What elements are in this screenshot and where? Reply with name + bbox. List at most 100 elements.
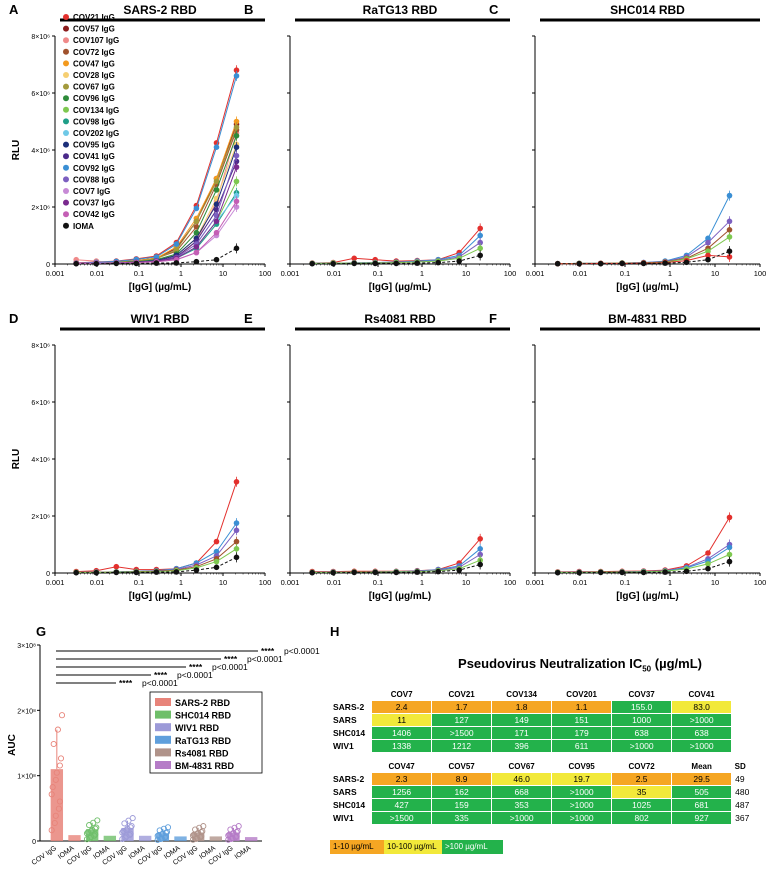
row-label: SARS <box>333 787 357 797</box>
significance-stars: **** <box>119 678 133 688</box>
row-label: WIV1 <box>333 741 354 751</box>
x-tick-label: 0.01 <box>90 269 105 278</box>
x-tick-label: 0.001 <box>281 578 300 587</box>
legend-label: COV134 IgG <box>73 106 119 115</box>
row-label: SHC014 <box>333 728 366 738</box>
x-tick-label: 0.1 <box>373 269 383 278</box>
ic50-cell: 1025 <box>611 798 673 812</box>
legend-label: RaTG13 RBD <box>175 736 232 746</box>
y-axis-label: AUC <box>7 734 18 756</box>
data-point <box>229 830 236 837</box>
x-tick-label: 1 <box>179 269 183 278</box>
data-point <box>73 260 79 267</box>
data-point <box>173 569 180 575</box>
ic50-cell: 638 <box>611 726 673 740</box>
data-point <box>193 218 200 225</box>
y-axis-label: RLU <box>11 449 22 470</box>
data-point <box>119 829 126 836</box>
data-point <box>94 817 101 824</box>
x-tick-label: 0.01 <box>90 578 105 587</box>
legend-label: COV37 IgG <box>73 199 115 208</box>
ic50-cell: 427 <box>371 798 433 812</box>
panel-title: RaTG13 RBD <box>363 3 438 17</box>
data-point <box>213 564 220 571</box>
ic50-cell: 159 <box>431 798 493 812</box>
data-point <box>597 569 604 576</box>
data-point <box>213 187 220 193</box>
corner-cell <box>330 760 372 773</box>
ic50-cell: 927 <box>671 811 733 825</box>
legend-label: COV96 IgG <box>73 94 115 103</box>
legend-marker-cov37-igg <box>63 199 69 206</box>
data-point <box>93 260 100 267</box>
data-point <box>173 241 180 247</box>
panel-F: F BM-4831 RBD 0.001 0.01 0.1 1 10 100 [IgG] (µg/… <box>489 311 766 602</box>
panel-D: D WIV1 RBD 0 2×10⁶ 4×10⁶ 6×10⁶ 8×10⁶ 0.001 0.01 0… <box>9 311 271 602</box>
legend-marker-cov107-igg <box>63 37 69 44</box>
data-point <box>129 815 136 822</box>
y-tick-label: 8×10⁶ <box>31 343 50 350</box>
data-point <box>200 823 207 830</box>
bar-wiv1-rbd-ioma <box>138 835 152 841</box>
y-tick-label: 0 <box>46 262 50 269</box>
data-point <box>330 569 337 576</box>
significance-stars: **** <box>189 662 203 672</box>
column-header: COV47 <box>388 761 415 771</box>
x-tick-label: 1 <box>668 578 672 587</box>
y-tick-label: 0 <box>46 571 50 578</box>
x-tick-label: 0.1 <box>620 269 630 278</box>
column-header: COV41 <box>688 689 715 699</box>
legend-label: COV7 IgG <box>73 187 110 196</box>
x-tick-label: 1 <box>179 578 183 587</box>
legend-swatch-sars-2-rbd <box>155 698 171 706</box>
data-point <box>158 831 165 838</box>
significance-p: p<0.0001 <box>177 670 213 680</box>
significance-stars: **** <box>224 654 238 664</box>
data-point <box>57 755 65 762</box>
legend-label: COV98 IgG <box>73 117 115 126</box>
column-header: SD <box>734 761 746 771</box>
legend-marker-cov134-igg <box>63 106 69 113</box>
x-tick-label: 10 <box>711 269 719 278</box>
ic50-cell: 505 <box>671 785 733 799</box>
series-line-cov72-igg <box>557 229 730 265</box>
ic50-cell: 1.1 <box>551 700 613 714</box>
row-label: SARS <box>333 715 357 725</box>
data-point <box>50 740 57 748</box>
data-point <box>619 569 625 576</box>
data-point <box>54 726 61 733</box>
bar-shc014-rbd-ioma <box>103 835 117 841</box>
x-axis-label: [IgG] (µg/mL) <box>616 282 678 293</box>
y-tick-label: 0 <box>32 839 36 846</box>
data-point <box>193 244 200 250</box>
y-tick-label: 6×10⁶ <box>31 91 50 98</box>
data-point <box>235 823 242 830</box>
legend-label: COV21 IgG <box>73 13 115 22</box>
neutralization-table-2: COV47 COV57 COV67 COV95 COV72 Mean SD SARS-2 2.3… <box>330 760 758 825</box>
ic50-cell: 1256 <box>371 785 433 799</box>
data-point <box>113 563 120 570</box>
data-point <box>193 224 200 230</box>
x-tick-label: 100 <box>754 269 767 278</box>
legend-marker-cov7-igg <box>63 188 69 194</box>
data-point <box>309 260 316 267</box>
panel-title: Rs4081 RBD <box>364 312 436 326</box>
data-point <box>435 259 442 266</box>
data-point <box>414 260 421 266</box>
data-point <box>73 569 79 576</box>
data-point <box>122 834 129 841</box>
legend-label: COV72 IgG <box>73 48 115 57</box>
ic50-cell: >1000 <box>611 739 673 753</box>
corner-cell <box>330 688 372 701</box>
significance-stars: **** <box>261 646 275 656</box>
data-point <box>193 249 200 256</box>
data-point <box>164 824 172 831</box>
ic50-cell: 35 <box>611 785 673 799</box>
sd-cell: 487 <box>735 800 750 810</box>
data-point <box>456 567 463 573</box>
data-point <box>154 832 161 839</box>
legend-label: COV67 IgG <box>73 83 115 92</box>
legend-label: SHC014 RBD <box>175 711 232 721</box>
data-point <box>189 832 197 839</box>
data-point <box>52 776 59 783</box>
